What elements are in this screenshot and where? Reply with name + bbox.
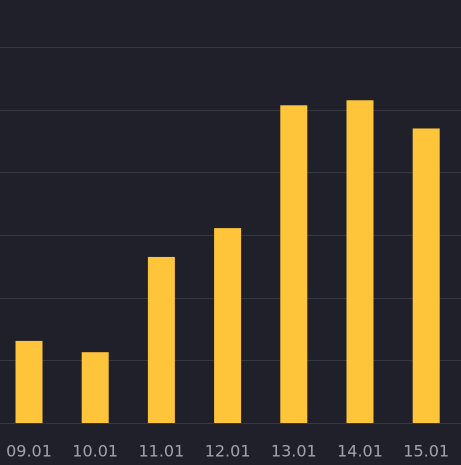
bar xyxy=(147,256,175,423)
bar xyxy=(15,340,43,423)
x-tick-label: 15.01 xyxy=(403,442,449,461)
bar xyxy=(346,100,374,424)
bar xyxy=(214,228,242,423)
x-tick-label: 11.01 xyxy=(138,442,184,461)
bar xyxy=(412,128,440,423)
x-tick-label: 12.01 xyxy=(205,442,251,461)
x-tick-label: 10.01 xyxy=(72,442,118,461)
bar xyxy=(81,352,109,423)
bar xyxy=(280,105,308,423)
x-tick-label: 13.01 xyxy=(271,442,317,461)
x-tick-label: 09.01 xyxy=(6,442,52,461)
x-tick-label: 14.01 xyxy=(337,442,383,461)
